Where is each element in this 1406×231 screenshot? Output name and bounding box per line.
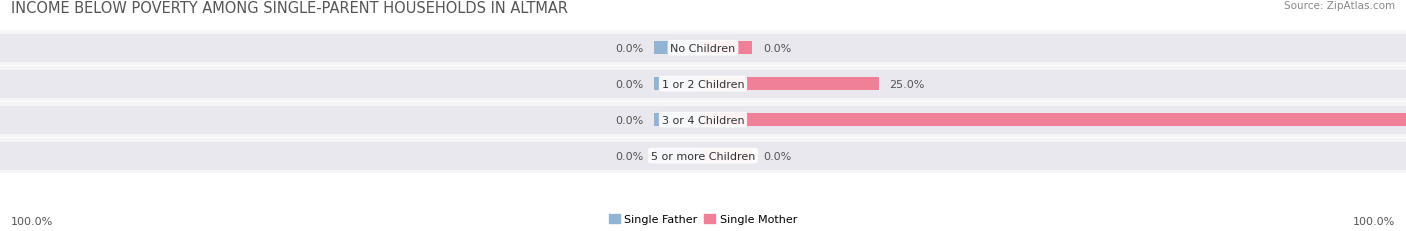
Text: 100.0%: 100.0% <box>1353 216 1395 226</box>
Text: 0.0%: 0.0% <box>614 79 644 89</box>
Text: 25.0%: 25.0% <box>890 79 925 89</box>
Bar <box>703 149 752 162</box>
Legend: Single Father, Single Mother: Single Father, Single Mother <box>607 213 799 225</box>
Text: 100.0%: 100.0% <box>11 216 53 226</box>
Text: 3 or 4 Children: 3 or 4 Children <box>662 115 744 125</box>
Text: 0.0%: 0.0% <box>762 151 792 161</box>
Bar <box>654 114 703 127</box>
Bar <box>654 42 703 55</box>
Text: 0.0%: 0.0% <box>614 151 644 161</box>
Text: INCOME BELOW POVERTY AMONG SINGLE-PARENT HOUSEHOLDS IN ALTMAR: INCOME BELOW POVERTY AMONG SINGLE-PARENT… <box>11 1 568 16</box>
Text: 0.0%: 0.0% <box>762 43 792 54</box>
Text: 5 or more Children: 5 or more Children <box>651 151 755 161</box>
Bar <box>0 106 1406 134</box>
Text: Source: ZipAtlas.com: Source: ZipAtlas.com <box>1284 1 1395 11</box>
Bar <box>703 78 879 91</box>
Bar <box>703 42 752 55</box>
Bar <box>0 35 1406 62</box>
Bar <box>0 70 1406 98</box>
Text: 0.0%: 0.0% <box>614 115 644 125</box>
Bar <box>0 142 1406 170</box>
Bar <box>654 78 703 91</box>
Bar <box>654 149 703 162</box>
Text: No Children: No Children <box>671 43 735 54</box>
Text: 0.0%: 0.0% <box>614 43 644 54</box>
Bar <box>703 114 1406 127</box>
Text: 1 or 2 Children: 1 or 2 Children <box>662 79 744 89</box>
